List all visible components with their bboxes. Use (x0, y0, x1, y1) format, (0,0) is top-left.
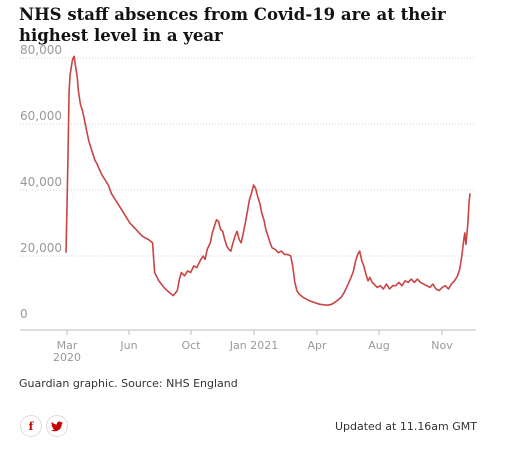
line-chart: 0 20,000 40,000 60,000 80,000 Mar 2020 Jun Oct J… (20, 43, 476, 364)
updated-timestamp: Updated at 11.16am GMT (334, 420, 477, 433)
twitter-icon (51, 421, 63, 431)
chart-title: NHS staff absences from Covid-19 are at … (19, 5, 446, 45)
x-tick-label: Jan 2021 (229, 339, 278, 352)
x-tick-label: Aug (368, 339, 389, 352)
x-tick-label: Apr (307, 339, 327, 352)
x-tick-label: Mar 2020 (53, 339, 81, 364)
twitter-share-button[interactable] (46, 415, 68, 437)
facebook-icon: f (28, 419, 34, 433)
y-tick-label: 40,000 (20, 175, 62, 189)
x-tick-label: Oct (181, 339, 201, 352)
y-tick-label: 80,000 (20, 43, 62, 57)
y-tick-label: 60,000 (20, 109, 62, 123)
y-tick-label: 20,000 (20, 241, 62, 255)
y-tick-label: 0 (20, 307, 28, 321)
facebook-share-button[interactable]: f (20, 415, 42, 437)
series-line (65, 55, 471, 306)
x-tick-label: Jun (119, 339, 137, 352)
x-tick-label: Nov (431, 339, 453, 352)
source-note: Guardian graphic. Source: NHS England (19, 377, 238, 390)
